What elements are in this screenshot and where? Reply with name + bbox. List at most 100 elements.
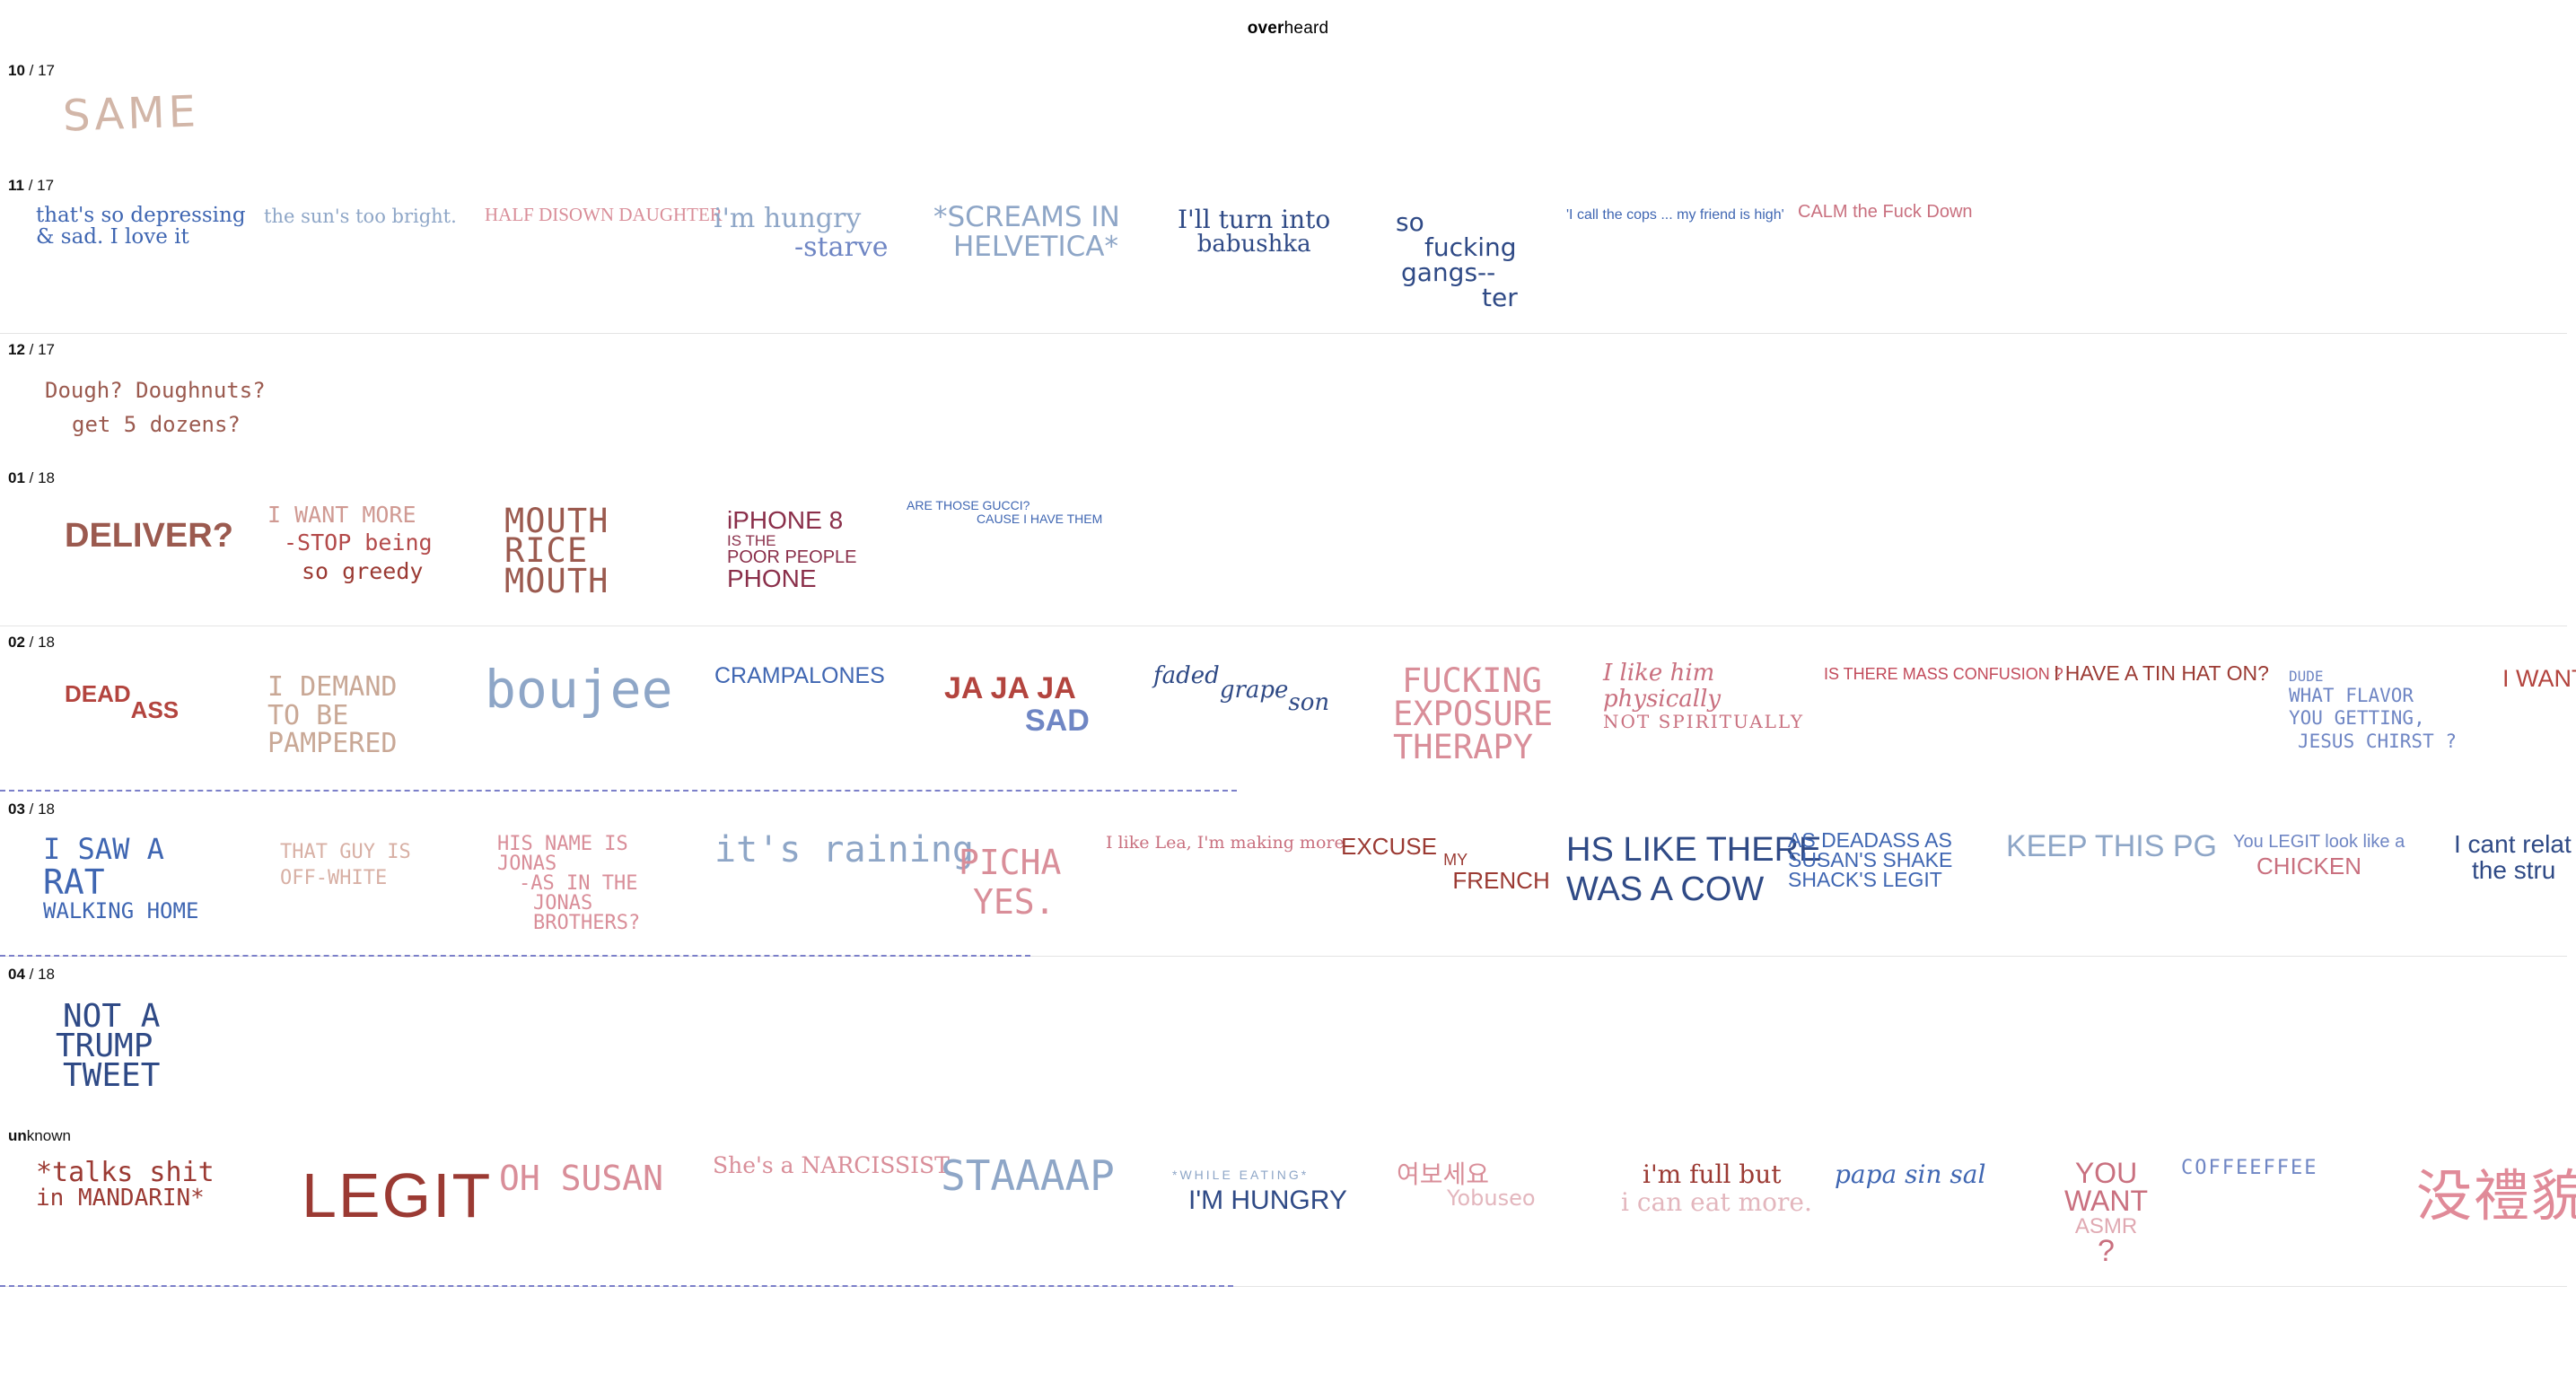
phrase-line: CAUSE I HAVE THEM	[977, 511, 1103, 526]
phrase-item[interactable]: boujee	[485, 662, 673, 717]
progress-dash-line	[0, 955, 1030, 957]
phrase-item[interactable]: ARE THOSE GUCCI? CAUSE I HAVE THEM	[907, 499, 1102, 525]
phrase-item[interactable]: DELIVER?	[65, 518, 233, 555]
phrase-item[interactable]: She's a NARCISSIST	[713, 1152, 950, 1178]
phrase-item[interactable]: *talks shit in MANDARIN*	[36, 1159, 215, 1212]
phrase-item[interactable]: FUCKING EXPOSURE THERAPY	[1393, 664, 1553, 764]
date-label: 01 / 18	[8, 469, 56, 486]
phrase-item[interactable]: I cant relat the stru	[2454, 831, 2572, 884]
phrase-line: JONAS	[533, 892, 593, 914]
phrase-line: She's a NARCISSIST	[713, 1152, 950, 1178]
phrase-line: AS DEADASS AS	[1788, 828, 1952, 852]
phrase-line: HALF DISOWN DAUGHTER	[485, 204, 723, 225]
phrase-item[interactable]: so fucking gangs-- ter	[1396, 210, 1518, 311]
phrase-line: SHACK'S LEGIT	[1788, 867, 1942, 891]
phrase-item[interactable]: STAAAAP	[941, 1154, 1115, 1198]
phrase-item[interactable]: 'I call the cops ... my friend is high'	[1566, 207, 1784, 223]
phrase-line: TRUMP	[56, 1028, 153, 1065]
phrase-line: PAMPERED	[267, 728, 398, 759]
phrase-line: TO BE	[267, 699, 349, 731]
phrase-item[interactable]: it's raining	[714, 831, 974, 869]
month-number: 01	[8, 469, 25, 486]
phrase-item[interactable]: EXCUSE MY FRENCH	[1341, 834, 1572, 892]
phrase-line: RAT	[43, 862, 105, 902]
phrase-item[interactable]: DUDE WHAT FLAVOR YOU GETTING, JESUS CHIR…	[2289, 668, 2457, 753]
progress-dash-line	[0, 1285, 1233, 1287]
phrase-item[interactable]: HS LIKE THERE WAS A COW	[1566, 831, 1821, 909]
phrase-item[interactable]: AS DEADASS AS SUSAN'S SHAKE SHACK'S LEGI…	[1788, 828, 1952, 891]
phrase-line: FRENCH	[1452, 867, 1550, 894]
phrase-item[interactable]: fadedgrapeson	[1153, 663, 1329, 714]
phrase-item[interactable]: NOT A TRUMP TWEET	[56, 1000, 161, 1095]
phrase-item[interactable]: MOUTH RICE MOUTH	[504, 504, 609, 598]
year-number: 18	[38, 966, 56, 983]
phrase-line: IS THERE MASS CONFUSION ?	[1824, 665, 2063, 683]
progress-dash-line	[0, 790, 1237, 792]
phrase-item[interactable]: HALF DISOWN DAUGHTER	[485, 205, 723, 224]
phrase-line: TWEET	[63, 1057, 161, 1095]
phrase-item[interactable]: I SAW A RAT WALKING HOME	[43, 834, 198, 923]
phrase-item[interactable]: I'll turn into babushka	[1178, 206, 1330, 258]
phrase-item[interactable]: i'm full but i can eat more.	[1621, 1159, 1812, 1217]
phrase-line: NOT SPIRITUALLY	[1603, 711, 1805, 733]
phrase-item[interactable]: PICHA YES.	[959, 843, 1061, 922]
phrase-line: MY	[1443, 851, 1468, 869]
phrase-item[interactable]: DEADASS	[65, 680, 179, 722]
phrase-item[interactable]: OH SUSAN	[499, 1159, 664, 1198]
year-number: 18	[38, 634, 56, 651]
phrase-item[interactable]: papa sin sal	[1835, 1159, 1986, 1189]
phrase-item[interactable]: IS THERE MASS CONFUSION ?	[1824, 666, 2063, 683]
site-title[interactable]: overheard	[0, 19, 2576, 39]
phrase-item[interactable]: the sun's too bright.	[264, 206, 457, 226]
phrase-item[interactable]: JA JA JA SAD	[944, 672, 1090, 737]
phrase-line: papa sin sal	[1835, 1159, 1986, 1189]
phrase-line: OH SUSAN	[499, 1159, 664, 1198]
month-number: 12	[8, 341, 25, 358]
phrase-item[interactable]: HIS NAME IS JONAS -AS IN THE JONAS BROTH…	[497, 835, 640, 933]
phrase-item[interactable]: SAME	[62, 86, 200, 141]
phrase-item[interactable]: KEEP THIS PG	[2006, 830, 2217, 863]
phrase-line: I like him	[1603, 660, 1715, 687]
phrase-item[interactable]: COFFEEFFEE	[2181, 1158, 2318, 1178]
phrase-item[interactable]: I like Lea, I'm making more	[1106, 834, 1345, 853]
site-title-bold: over	[1247, 19, 1284, 38]
phrase-line: 여보세요	[1397, 1159, 1490, 1189]
month-section-12-17: 12 / 17 Dough? Doughnuts? get 5 dozens?	[0, 334, 2567, 459]
phrase-item[interactable]: CALM the Fuck Down	[1798, 203, 1973, 222]
phrase-line: THAT GUY IS	[280, 841, 411, 863]
phrase-line: it's raining	[714, 829, 974, 871]
date-label: 12 / 17	[8, 341, 56, 358]
phrase-item[interactable]: I HAVE A TIN HAT ON?	[2054, 662, 2269, 684]
phrase-line: Dough? Doughnuts?	[45, 378, 266, 403]
phrase-item[interactable]: *WHILE EATING* I'M HUNGRY	[1172, 1167, 1347, 1218]
phrase-item[interactable]: I like him physically NOT SPIRITUALLY	[1603, 661, 1804, 731]
month-number: 03	[8, 801, 25, 818]
phrase-item[interactable]: 여보세요 Yobuseo	[1397, 1161, 1536, 1211]
phrase-line: fucking	[1424, 232, 1517, 262]
phrase-item[interactable]: I WANT MORE -STOP being so greedy	[267, 501, 433, 585]
phrase-item[interactable]: YOU WANT ASMR ?	[2064, 1159, 2148, 1267]
phrase-line: You LEGIT look like a	[2233, 832, 2405, 852]
phrase-item[interactable]: I DEMAND TO BE PAMPERED	[267, 673, 398, 758]
phrase-item[interactable]: i'm hungry -starve	[714, 205, 889, 261]
phrase-line: DEAD	[65, 680, 131, 707]
phrase-item[interactable]: LEGIT	[302, 1162, 492, 1229]
phrase-line: the sun's too bright.	[264, 206, 457, 227]
phrase-item[interactable]: *SCREAMS IN HELVETICA*	[933, 203, 1120, 261]
phrase-item[interactable]: THAT GUY IS OFF-WHITE	[280, 840, 411, 891]
phrase-item[interactable]: CRAMPALONES	[714, 664, 885, 688]
phrase-item[interactable]: You LEGIT look like a CHICKEN	[2233, 831, 2405, 880]
phrase-line: son	[1288, 689, 1330, 716]
phrase-item[interactable]: iPHONE 8 IS THE POOR PEOPLE PHONE	[727, 508, 857, 591]
phrase-line: in MANDARIN*	[36, 1185, 205, 1212]
phrase-line: that's so depressing	[36, 204, 246, 227]
phrase-item[interactable]: Dough? Doughnuts? get 5 dozens?	[45, 373, 266, 442]
phrase-line: ter	[1482, 283, 1518, 312]
phrase-item[interactable]: 没禮貌	[2416, 1167, 2576, 1225]
phrase-line: get 5 dozens?	[72, 412, 241, 438]
phrase-line: i'm full but	[1643, 1159, 1782, 1189]
phrase-item[interactable]: that's so depressing & sad. I love it	[36, 205, 246, 248]
phrase-item[interactable]: I WANT	[2502, 666, 2576, 692]
month-number: 10	[8, 62, 25, 79]
date-label: 04 / 18	[8, 966, 56, 983]
